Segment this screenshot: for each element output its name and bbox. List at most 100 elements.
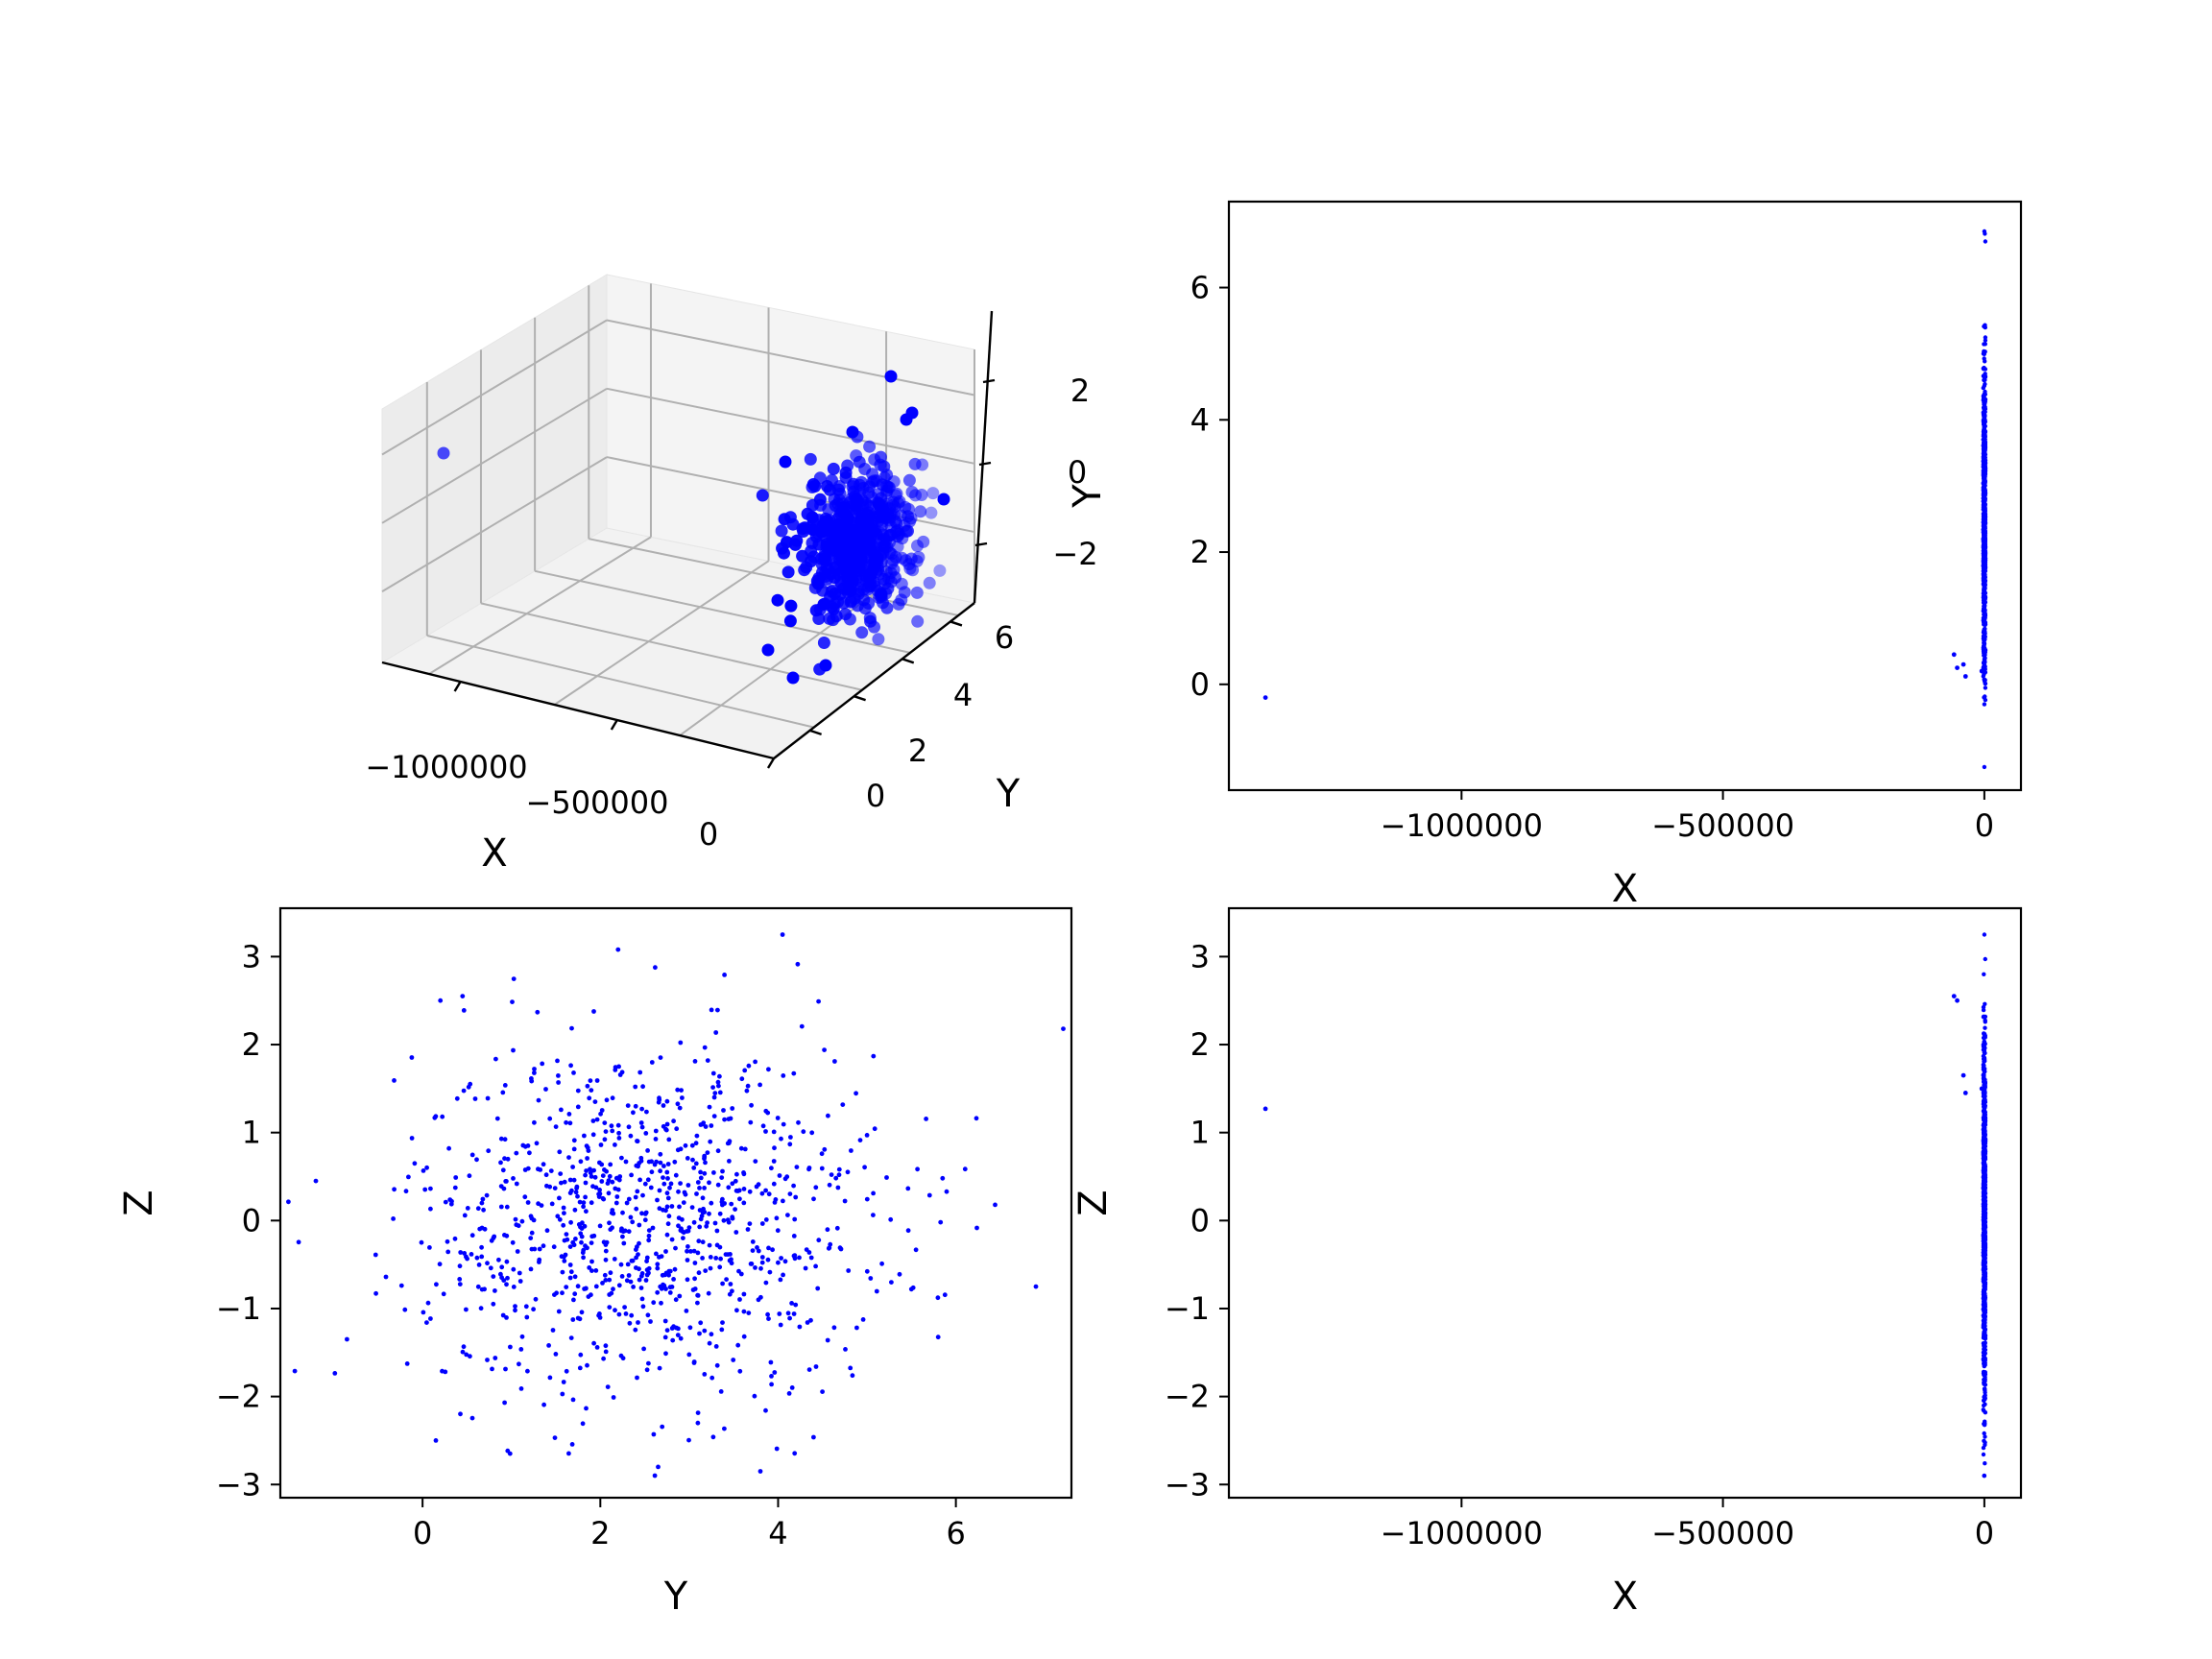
data-point: [962, 1166, 968, 1172]
data-point: [425, 1300, 431, 1306]
data-point: [462, 1213, 468, 1218]
data-point: [766, 1067, 771, 1072]
data-point: [935, 1295, 941, 1301]
data-point: [826, 584, 839, 597]
data-point: [600, 1281, 605, 1286]
data-point: [1982, 516, 1987, 520]
data-point: [670, 1337, 676, 1343]
data-point: [1982, 1039, 1986, 1045]
data-point: [585, 1145, 590, 1150]
data-point: [839, 608, 853, 621]
data-point: [373, 1290, 378, 1296]
data-point: [792, 1451, 798, 1456]
data-point: [626, 1229, 632, 1235]
data-point: [479, 1244, 484, 1250]
data-point: [1983, 1434, 1987, 1439]
data-point: [552, 1292, 557, 1297]
data-point: [864, 1196, 870, 1202]
data-point: [594, 1117, 600, 1122]
y-tick-mark: [809, 729, 822, 735]
data-point: [537, 1260, 541, 1264]
data-point: [668, 1181, 674, 1187]
data-point: [445, 1238, 450, 1244]
data-point: [517, 1270, 522, 1276]
data-point: [655, 1265, 661, 1271]
z-tick-label: 0: [1068, 454, 1087, 491]
outlier-point: [780, 932, 785, 937]
data-point: [722, 1426, 727, 1431]
data-point: [661, 1103, 666, 1108]
outlier-point: [1962, 674, 1968, 679]
data-point: [457, 1277, 463, 1282]
data-point: [469, 1415, 475, 1421]
data-point: [730, 1215, 735, 1221]
data-point: [662, 1334, 668, 1340]
data-point: [899, 500, 912, 514]
data-point: [527, 1150, 532, 1156]
data-point: [850, 1373, 855, 1379]
data-point: [620, 1356, 626, 1361]
data-point: [644, 1259, 649, 1263]
data-point: [598, 1111, 603, 1117]
data-point: [600, 1195, 606, 1201]
data-point: [805, 537, 819, 549]
data-point: [654, 1251, 659, 1257]
data-point: [529, 1078, 535, 1084]
data-point: [559, 1107, 564, 1113]
y-tick-label: 3: [242, 938, 261, 974]
data-point: [568, 1269, 574, 1275]
data-point: [763, 1129, 768, 1134]
data-point: [584, 1209, 589, 1214]
y-tick-label: 1: [242, 1115, 261, 1151]
data-point: [719, 1327, 725, 1333]
data-point: [769, 1166, 774, 1171]
data-point: [673, 1245, 678, 1251]
data-point: [655, 1197, 660, 1203]
data-point: [845, 1169, 851, 1175]
data-point: [590, 1132, 596, 1138]
y-tick-label: 4: [953, 677, 973, 713]
data-point: [587, 1265, 592, 1270]
data-point: [667, 1290, 673, 1295]
data-point: [707, 1180, 711, 1186]
data-point: [857, 1138, 863, 1142]
data-point: [594, 1078, 600, 1083]
data-point: [767, 1269, 773, 1275]
data-point: [603, 1248, 609, 1254]
data-point: [737, 1368, 743, 1374]
data-point: [1982, 1349, 1986, 1354]
data-point: [902, 473, 916, 487]
data-point: [467, 1173, 472, 1179]
data-point: [560, 1290, 565, 1296]
y-tick-label: −3: [216, 1466, 261, 1503]
data-point: [567, 1275, 573, 1281]
data-point: [421, 1168, 426, 1173]
data-point: [935, 1334, 941, 1340]
data-point: [609, 1210, 614, 1215]
data-point: [479, 1254, 485, 1260]
data-point: [296, 1239, 301, 1245]
data-point: [332, 1371, 338, 1376]
data-point: [665, 1162, 671, 1166]
data-point: [698, 1320, 704, 1326]
data-point: [826, 1113, 830, 1118]
data-point: [502, 1400, 507, 1406]
y-tick-label: 2: [1190, 534, 1210, 570]
data-point: [778, 1322, 783, 1328]
data-point: [702, 1210, 708, 1214]
data-point: [676, 1215, 682, 1220]
data-point: [574, 1186, 579, 1190]
data-point: [781, 1272, 785, 1278]
data-point: [522, 1194, 528, 1200]
y-tick-mark: [854, 695, 866, 702]
data-point: [695, 1300, 700, 1306]
data-point: [1982, 764, 1987, 770]
data-point: [717, 1073, 722, 1079]
data-point: [700, 1256, 705, 1261]
data-point: [556, 1073, 561, 1078]
data-point: [849, 1148, 854, 1153]
data-point: [1981, 394, 1986, 398]
data-point: [697, 1224, 703, 1230]
data-point: [677, 1204, 682, 1210]
